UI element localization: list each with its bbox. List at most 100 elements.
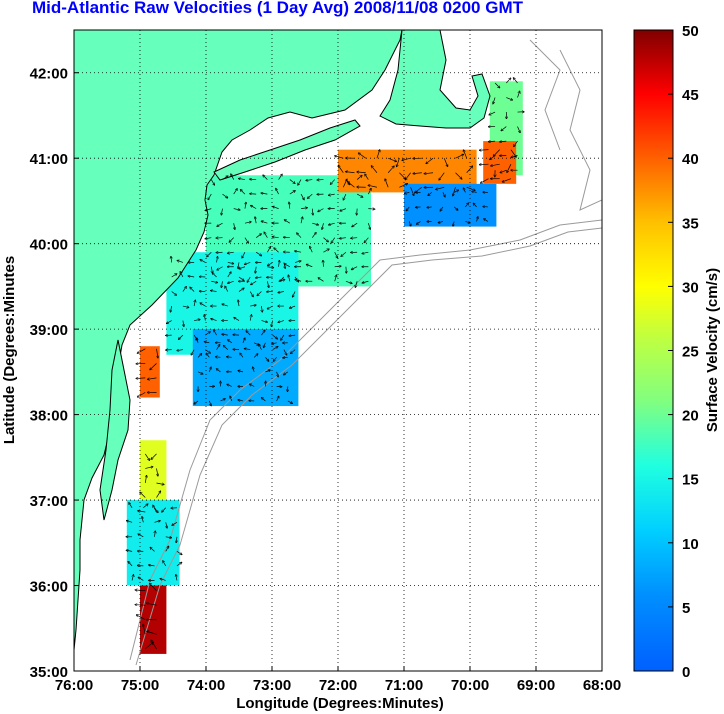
velocity-arrow <box>428 192 432 195</box>
velocity-arrow <box>331 237 335 243</box>
velocity-arrow <box>180 272 184 278</box>
velocity-arrow <box>150 363 157 369</box>
velocity-arrow <box>240 190 246 195</box>
velocity-arrow <box>312 222 318 225</box>
y-axis-ticks: 35:00 36:00 37:00 38:00 39:00 40:00 41:00 42:00 <box>30 66 79 681</box>
velocity-arrow <box>311 233 316 238</box>
velocity-arrow <box>208 400 211 406</box>
velocity-arrow <box>323 249 328 253</box>
velocity-arrow <box>255 266 256 273</box>
velocity-arrow <box>239 179 245 180</box>
velocity-arrow <box>265 357 268 361</box>
velocity-arrow <box>364 237 369 243</box>
velocity-arrow <box>196 338 198 343</box>
velocity-arrow <box>261 330 264 336</box>
velocity-arrow <box>263 175 268 180</box>
velocity-arrow <box>357 172 366 173</box>
velocity-arrow <box>323 237 328 242</box>
velocity-arrow <box>255 234 261 238</box>
x-tick-label: 71:00 <box>385 677 423 694</box>
velocity-arrow <box>245 202 246 209</box>
velocity-arrow <box>439 172 445 180</box>
velocity-arrow <box>494 82 500 88</box>
velocity-arrow <box>276 396 279 402</box>
velocity-arrow <box>229 237 234 242</box>
velocity-arrow <box>351 238 358 239</box>
velocity-arrow <box>138 534 144 538</box>
velocity-arrow <box>362 280 369 283</box>
velocity-arrow <box>147 631 157 635</box>
velocity-arrow <box>151 640 157 649</box>
velocity-arrow <box>359 153 366 159</box>
velocity-arrow <box>247 276 251 282</box>
velocity-arrow <box>340 208 347 211</box>
velocity-arrow <box>356 193 362 197</box>
velocity-arrow <box>472 191 477 192</box>
velocity-arrow <box>251 280 257 284</box>
velocity-arrow <box>145 476 146 484</box>
velocity-arrow <box>217 257 218 263</box>
velocity-arrow <box>242 338 245 343</box>
velocity-arrow <box>238 288 244 292</box>
x-tick-label: 69:00 <box>517 677 555 694</box>
velocity-arrow <box>138 511 146 512</box>
velocity-arrow <box>227 357 232 358</box>
x-tick-label: 70:00 <box>451 677 489 694</box>
velocity-arrow <box>500 169 507 173</box>
x-tick-label: 76:00 <box>55 677 93 694</box>
velocity-arrow <box>149 565 155 566</box>
velocity-arrow <box>126 550 133 551</box>
velocity-arrow <box>204 342 210 343</box>
velocity-arrow <box>355 281 358 287</box>
velocity-arrow <box>156 491 161 498</box>
velocity-arrow <box>151 453 157 459</box>
velocity-arrow <box>453 206 458 210</box>
velocity-arrow <box>300 208 307 209</box>
velocity-arrow <box>136 378 146 379</box>
velocity-arrow <box>165 537 172 538</box>
velocity-arrow <box>481 178 489 183</box>
velocity-arrow <box>273 357 277 361</box>
cape-cod <box>379 30 491 129</box>
velocity-arrow <box>343 193 347 200</box>
x-axis-label: Longitude (Degrees:Minutes) <box>236 695 444 712</box>
velocity-arrow <box>413 173 422 174</box>
velocity-arrow <box>211 319 217 321</box>
velocity-arrow <box>465 203 468 208</box>
velocity-arrow <box>240 353 244 358</box>
velocity-arrow <box>230 396 233 402</box>
velocity-arrow <box>197 371 203 374</box>
velocity-arrow <box>207 251 212 256</box>
y-tick-label: 40:00 <box>30 237 68 254</box>
y-tick-label: 42:00 <box>30 66 68 83</box>
colorbar-tick-label: 20 <box>682 408 699 425</box>
velocity-arrow <box>222 193 228 198</box>
velocity-arrow <box>440 206 444 211</box>
velocity-arrow <box>233 189 237 195</box>
velocity-arrow <box>365 174 369 180</box>
velocity-arrow <box>145 467 152 469</box>
velocity-arrow <box>220 399 226 402</box>
velocity-arrow <box>310 247 313 253</box>
y-tick-label: 35:00 <box>30 664 68 681</box>
velocity-arrow <box>466 166 473 173</box>
colorbar-tick-label: 5 <box>682 600 690 617</box>
velocity-arrow <box>147 603 157 606</box>
velocity-arrow <box>221 208 222 215</box>
velocity-arrow <box>242 252 246 258</box>
velocity-arrow <box>291 349 296 354</box>
velocity-arrow <box>340 238 346 239</box>
velocity-arrow <box>438 221 444 222</box>
velocity-arrow <box>138 577 144 581</box>
velocity-arrow <box>455 172 461 179</box>
velocity-arrow <box>334 252 338 258</box>
velocity-arrow <box>250 305 256 306</box>
velocity-arrow <box>253 367 255 372</box>
velocity-arrow <box>145 643 153 650</box>
velocity-arrow <box>480 150 489 151</box>
velocity-arrow <box>171 274 177 278</box>
velocity-arrow <box>244 349 251 350</box>
velocity-arrow <box>183 320 184 327</box>
velocity-arrow <box>352 266 358 270</box>
velocity-arrow <box>385 179 389 188</box>
